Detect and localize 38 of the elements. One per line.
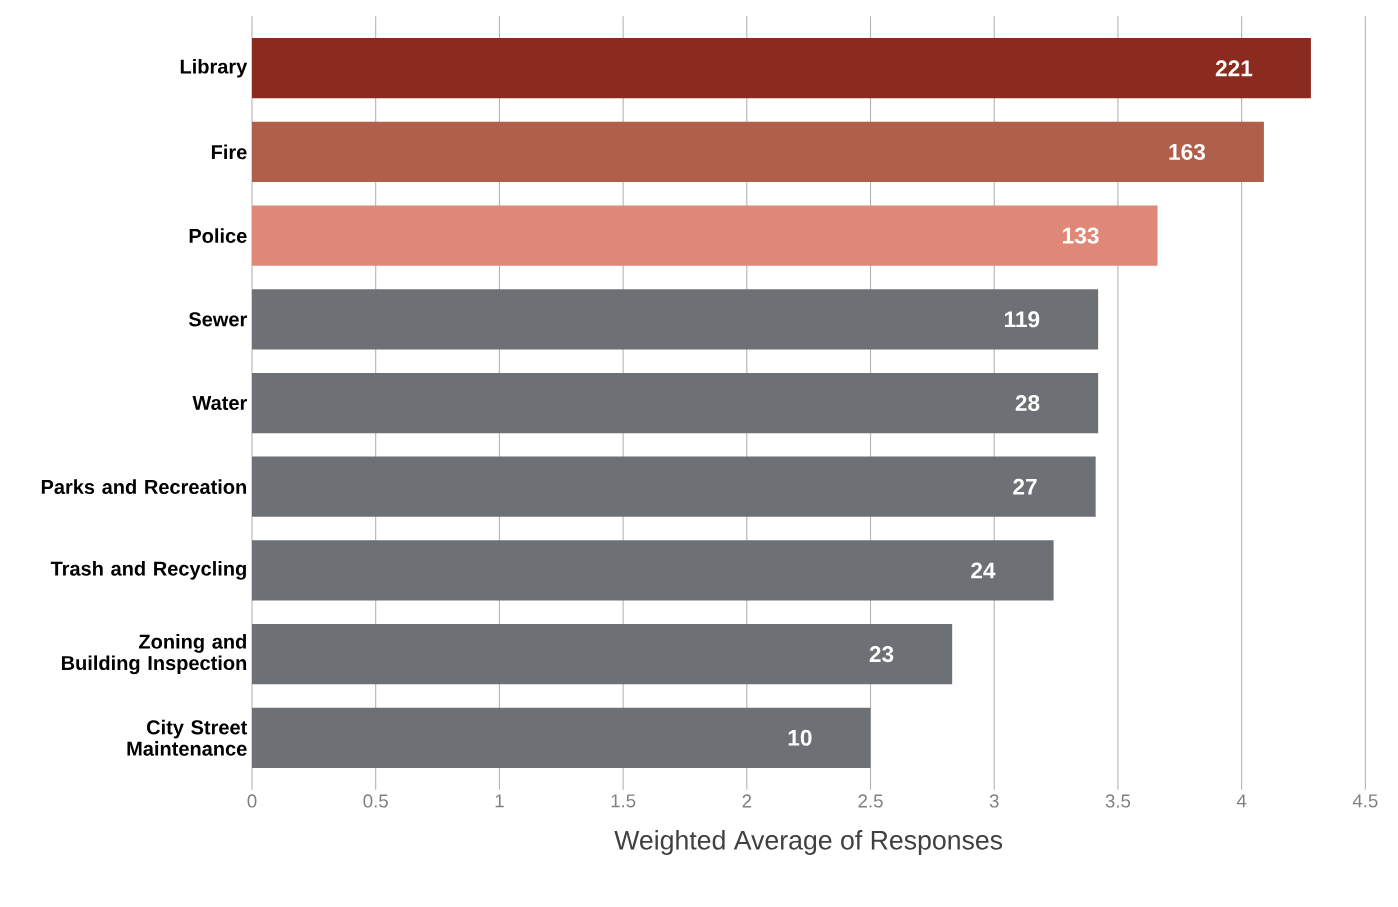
bar [252,121,1264,183]
x-tick-label: 2.5 [858,794,883,808]
x-tick-label: 3 [989,794,999,808]
y-tick-label: Trash and Recycling [50,561,246,580]
x-tick-label: 1.5 [611,794,636,808]
bar [252,289,1099,350]
annotation: 28 [1015,394,1040,412]
x-tick-label: 2 [742,794,752,808]
bar [252,623,953,685]
annotation: 221 [1215,60,1253,77]
y-tick-label: City Street Maintenance [127,719,248,756]
y-tick-label: Police [189,228,247,243]
x-tick-label: 4.5 [1352,794,1378,808]
annotation: 133 [1063,227,1099,244]
x-tick-label: 1 [495,794,504,808]
bar [252,540,1054,601]
annotation: 10 [788,729,812,746]
y-tick-label: Sewer [188,312,247,327]
x-tick-label: 0.5 [363,794,388,808]
y-tick-label: Zoning and Building Inspection [61,634,247,675]
annotation: 119 [1004,311,1040,328]
annotation: 27 [1013,478,1037,495]
bar [252,205,1158,266]
x-axis-title: Weighted Average of Responses [614,830,1003,855]
bar [252,372,1099,434]
y-tick-label: Library [180,58,248,78]
annotation: 23 [869,646,894,663]
y-tick-label: Water [192,396,247,410]
y-tick-label: Parks and Recreation [41,479,247,495]
annotation: 24 [971,562,996,579]
bar [252,707,871,768]
y-tick-label: Fire [211,144,247,160]
bar [252,38,1311,99]
x-tick-label: 3.5 [1105,794,1131,808]
x-tick-label: 0 [247,794,257,808]
annotation: 163 [1169,143,1206,160]
bar [252,456,1096,517]
x-tick-label: 4 [1236,794,1247,808]
